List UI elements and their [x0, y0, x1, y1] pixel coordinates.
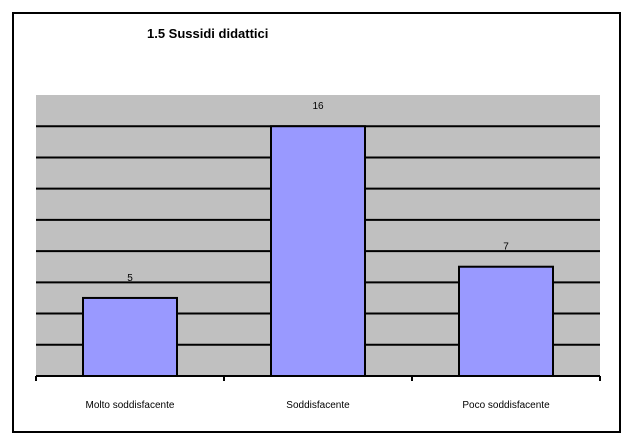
x-axis-ticks [35, 376, 601, 381]
bar [458, 265, 554, 378]
value-label: 16 [312, 101, 324, 112]
bar [82, 296, 178, 378]
category-label: Poco soddisfacente [462, 400, 550, 411]
category-label: Molto soddisfacente [86, 400, 175, 411]
bars [82, 125, 554, 378]
value-label: 5 [127, 273, 133, 284]
category-label: Soddisfacente [286, 400, 350, 411]
chart-title: 1.5 Sussidi didattici [147, 26, 268, 41]
value-labels: 5 16 7 [127, 101, 509, 284]
value-label: 7 [503, 242, 509, 253]
category-labels: Molto soddisfacente Soddisfacente Poco sod… [86, 400, 551, 411]
bar [270, 125, 366, 377]
